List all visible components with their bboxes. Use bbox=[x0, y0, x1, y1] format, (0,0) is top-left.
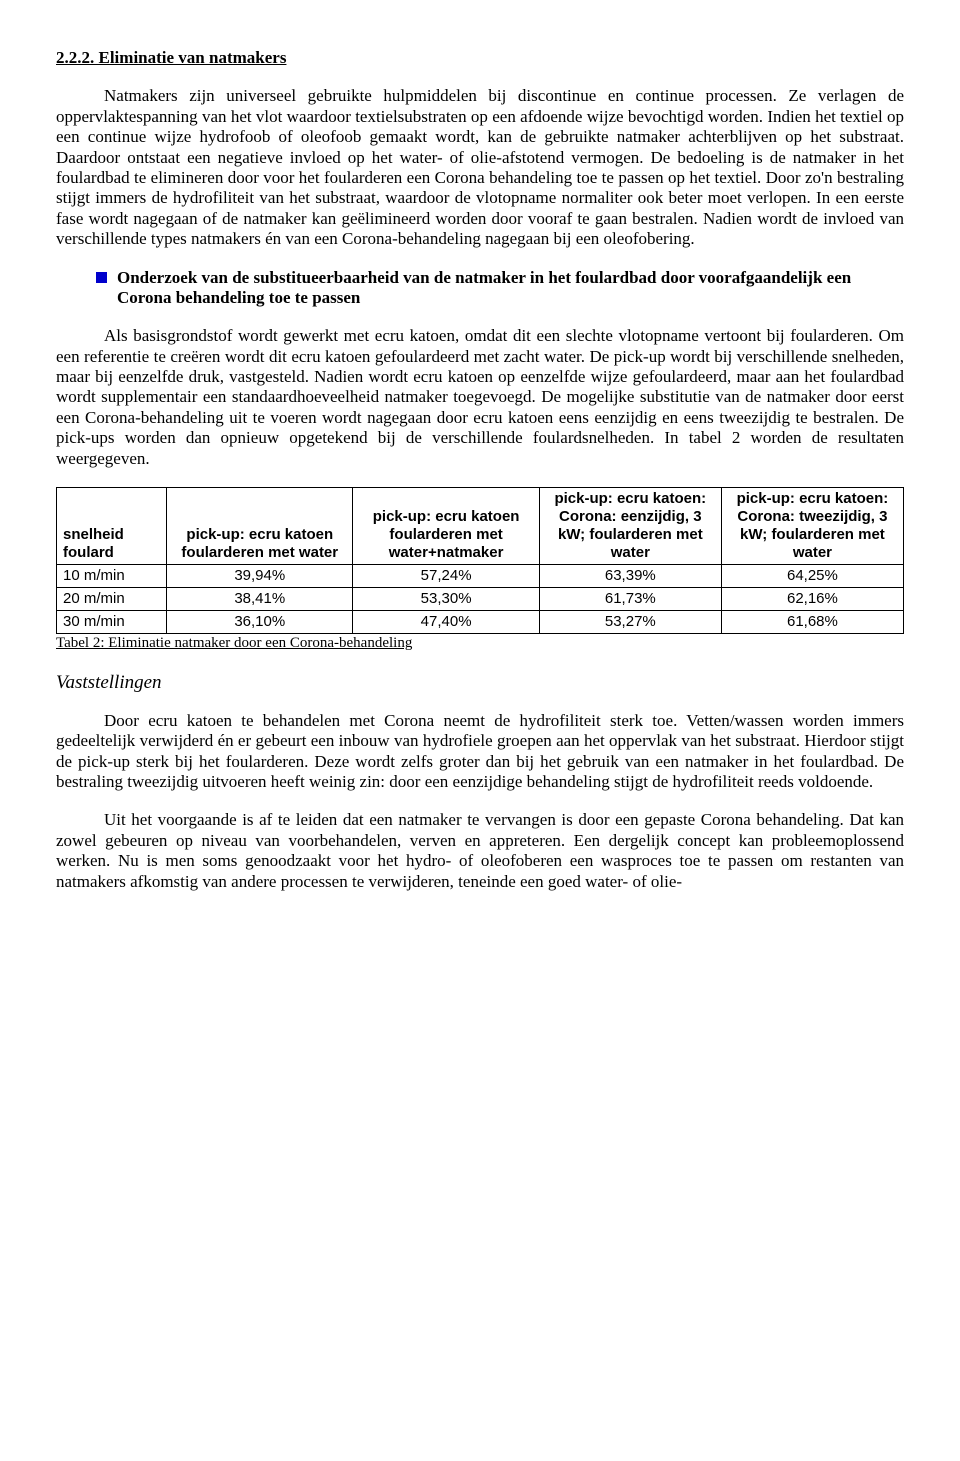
table-cell: 53,27% bbox=[539, 611, 721, 634]
table-cell: 36,10% bbox=[167, 611, 353, 634]
table-cell: 10 m/min bbox=[57, 565, 167, 588]
table-cell: 57,24% bbox=[353, 565, 539, 588]
table-cell: 53,30% bbox=[353, 588, 539, 611]
square-bullet-icon bbox=[96, 272, 107, 283]
col-header: pick-up: ecru katoen: Corona: eenzijdig,… bbox=[539, 488, 721, 565]
bullet-block: Onderzoek van de substitueerbaarheid van… bbox=[96, 268, 904, 309]
paragraph-4: Uit het voorgaande is af te leiden dat e… bbox=[56, 810, 904, 892]
paragraph-3: Door ecru katoen te behandelen met Coron… bbox=[56, 711, 904, 793]
col-header: pick-up: ecru katoen foularderen met wat… bbox=[167, 488, 353, 565]
subheading-vaststellingen: Vaststellingen bbox=[56, 672, 904, 695]
results-table: snelheid foulard pick-up: ecru katoen fo… bbox=[56, 487, 904, 634]
bullet-heading: Onderzoek van de substitueerbaarheid van… bbox=[117, 268, 904, 309]
section-heading: 2.2.2. Eliminatie van natmakers bbox=[56, 48, 904, 68]
table-cell: 64,25% bbox=[721, 565, 903, 588]
table-cell: 61,68% bbox=[721, 611, 903, 634]
table-cell: 38,41% bbox=[167, 588, 353, 611]
col-header: pick-up: ecru katoen foularderen met wat… bbox=[353, 488, 539, 565]
table-cell: 63,39% bbox=[539, 565, 721, 588]
paragraph-1: Natmakers zijn universeel gebruikte hulp… bbox=[56, 86, 904, 249]
table-cell: 39,94% bbox=[167, 565, 353, 588]
table-cell: 47,40% bbox=[353, 611, 539, 634]
table-row: 10 m/min 39,94% 57,24% 63,39% 64,25% bbox=[57, 565, 904, 588]
table-cell: 62,16% bbox=[721, 588, 903, 611]
table-row: 30 m/min 36,10% 47,40% 53,27% 61,68% bbox=[57, 611, 904, 634]
paragraph-2: Als basisgrondstof wordt gewerkt met ecr… bbox=[56, 326, 904, 469]
table-row: 20 m/min 38,41% 53,30% 61,73% 62,16% bbox=[57, 588, 904, 611]
table-cell: 30 m/min bbox=[57, 611, 167, 634]
table-caption: Tabel 2: Eliminatie natmaker door een Co… bbox=[56, 634, 904, 652]
table-cell: 20 m/min bbox=[57, 588, 167, 611]
col-header: pick-up: ecru katoen: Corona: tweezijdig… bbox=[721, 488, 903, 565]
table-header-row: snelheid foulard pick-up: ecru katoen fo… bbox=[57, 488, 904, 565]
col-header: snelheid foulard bbox=[57, 488, 167, 565]
table-cell: 61,73% bbox=[539, 588, 721, 611]
